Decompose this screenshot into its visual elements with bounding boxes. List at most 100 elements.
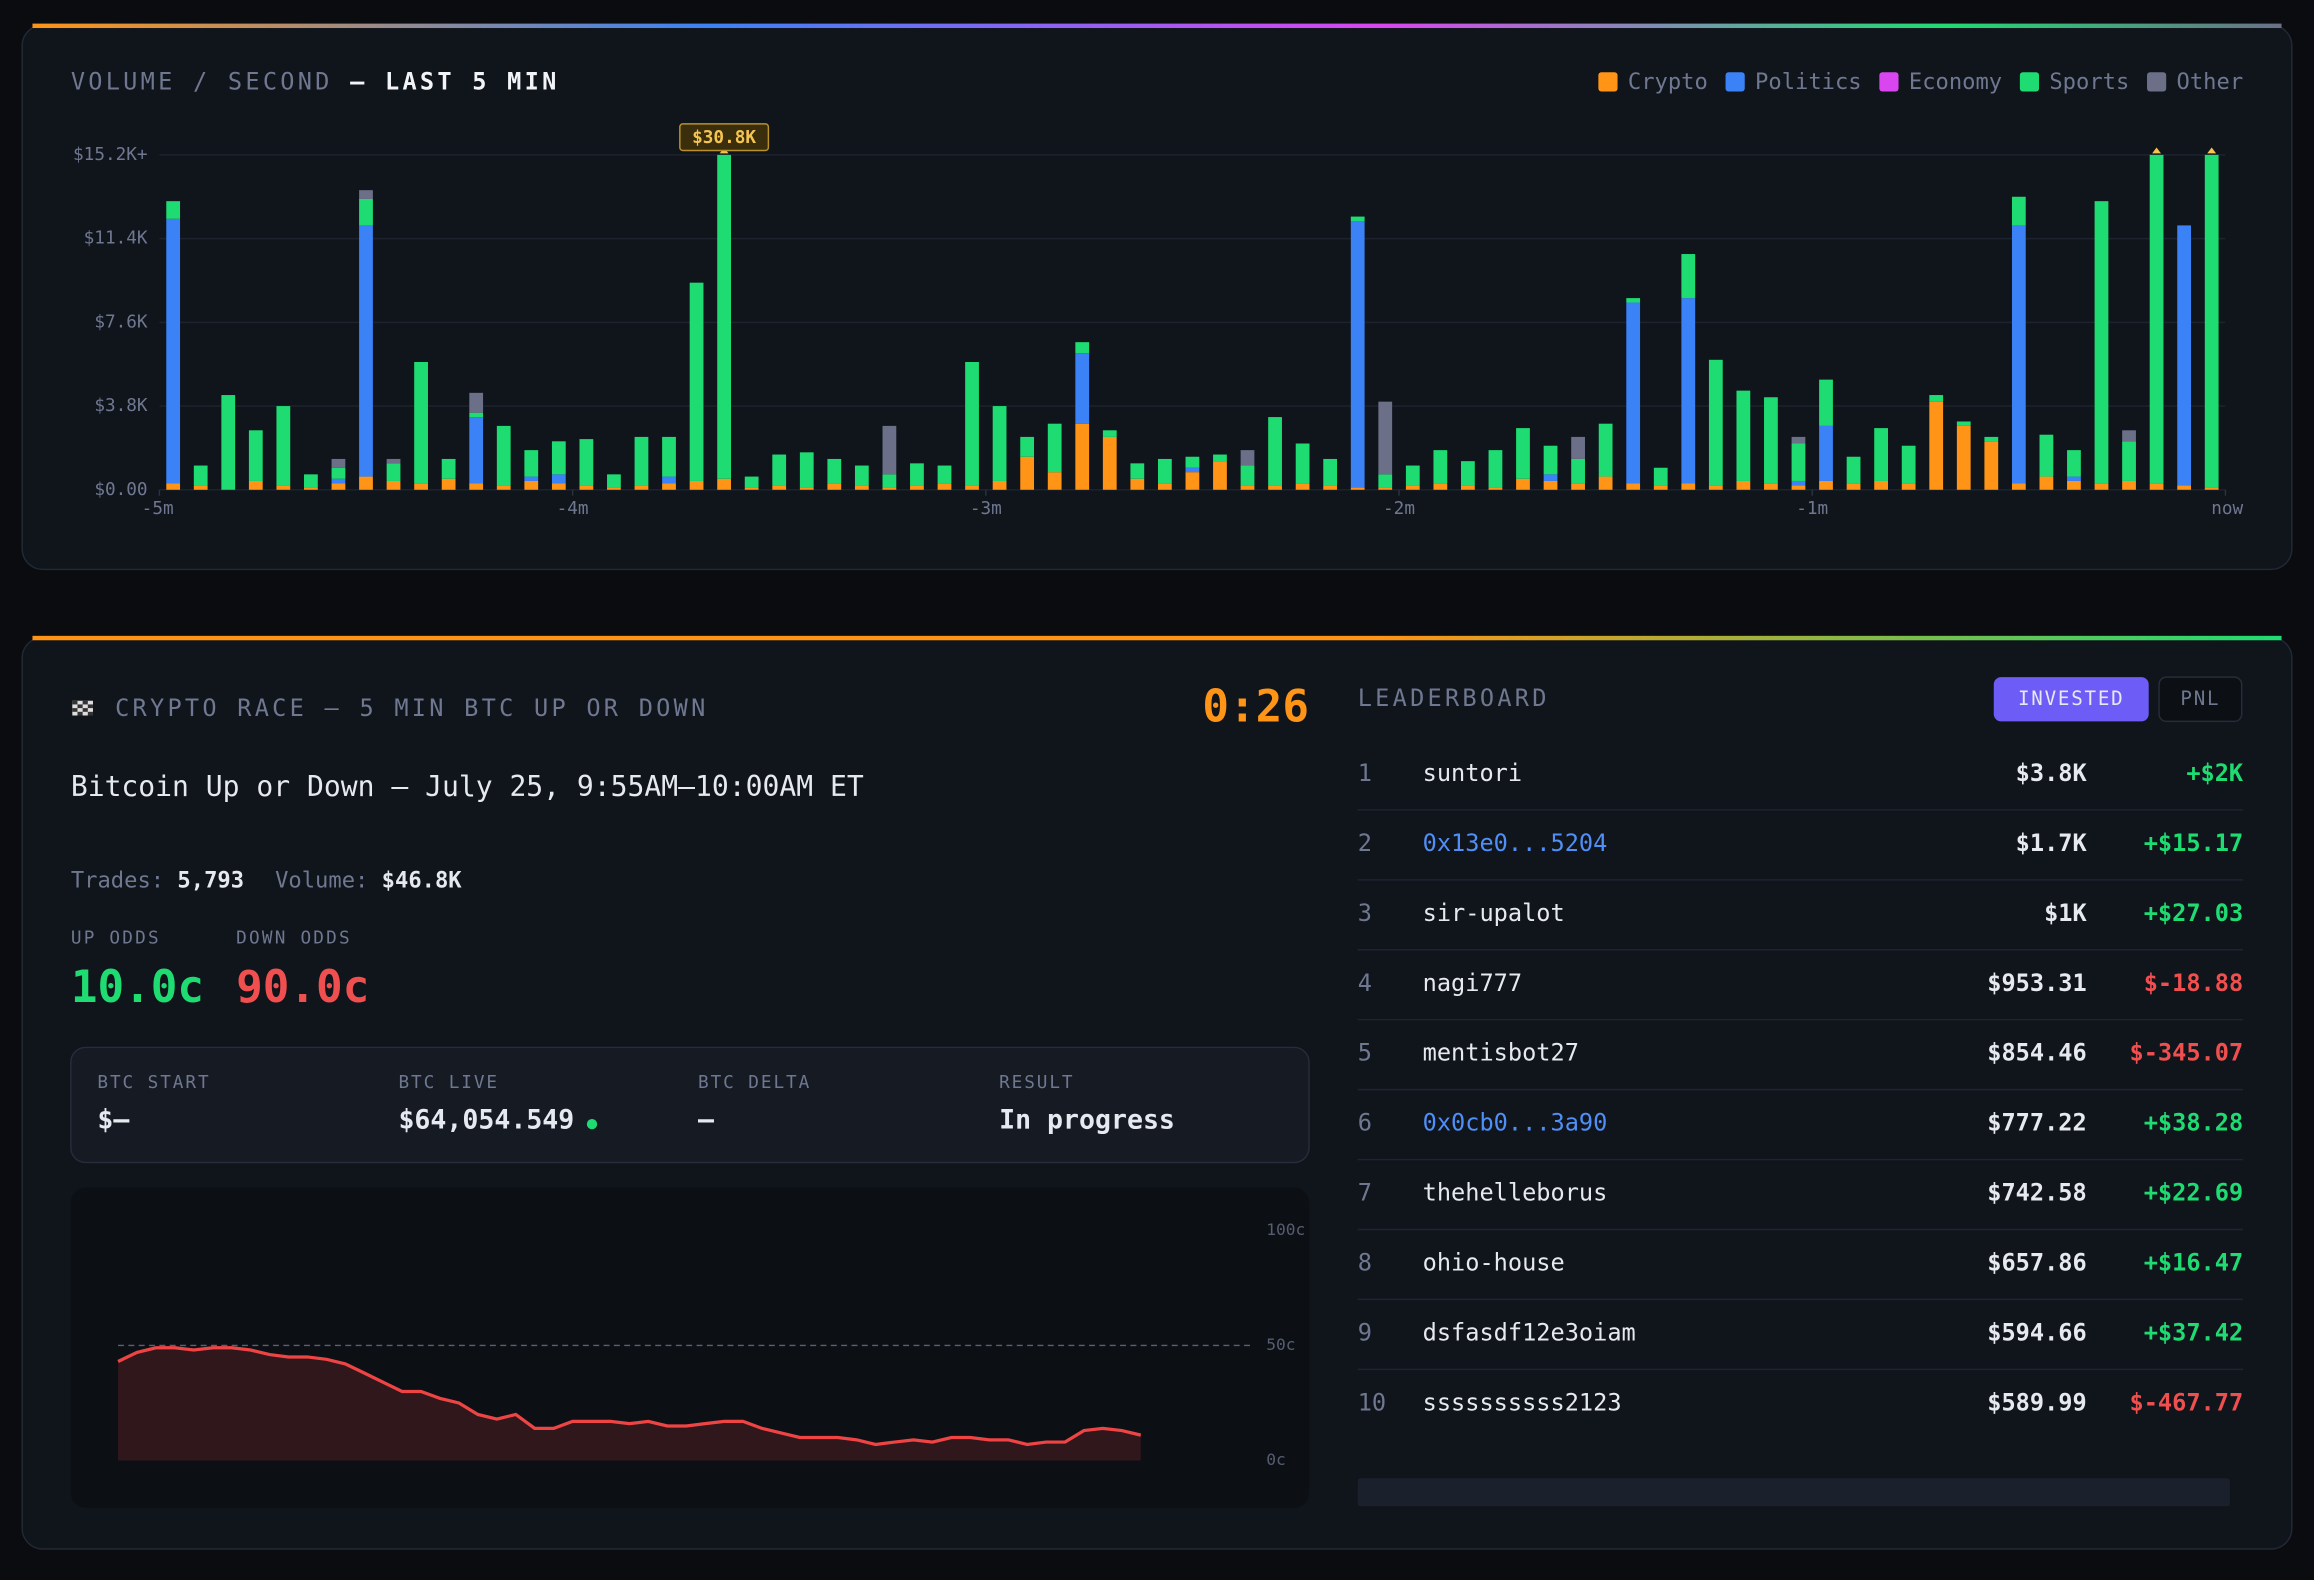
bar-segment (1350, 220, 1365, 488)
bar-segment (1984, 436, 1999, 442)
bar-segment (1571, 458, 1585, 484)
bar-segment (2011, 483, 2026, 490)
title-emphasis: — LAST 5 MIN (350, 67, 559, 95)
stat-label: BTC LIVE (398, 1073, 499, 1093)
pnl: +$16.47 (2144, 1249, 2243, 1277)
tab-label[interactable]: INVESTED (2018, 687, 2125, 710)
bar-segment (2204, 154, 2219, 488)
bar-segment (607, 487, 621, 490)
bar-segment (1075, 342, 1090, 354)
bar-segment (2149, 483, 2164, 490)
bar-segment (1350, 487, 1365, 490)
bar-segment (882, 474, 897, 488)
bar-segment (2011, 196, 2026, 226)
bar-segment (414, 362, 428, 484)
rank: 4 (1358, 969, 1372, 997)
bar-segment (221, 395, 236, 490)
pnl: $-467.77 (2130, 1388, 2244, 1416)
bar-segment (1240, 450, 1255, 466)
bar-segment (193, 465, 208, 486)
bar-segment (248, 430, 263, 481)
bar-segment (937, 465, 952, 484)
bar-segment (551, 483, 566, 490)
bar-segment (1819, 480, 1833, 490)
bar-segment (2067, 480, 2081, 490)
y-tick-label: $7.6K (94, 312, 148, 332)
bar-segment (524, 450, 539, 477)
bar-segment (1295, 443, 1310, 484)
legend-label: Politics (1755, 69, 1862, 95)
trader-name: thehelleborus (1423, 1179, 1608, 1207)
bar-segment (1240, 465, 1255, 486)
bar-segment (2067, 476, 2081, 481)
tab-invested[interactable] (1993, 677, 2149, 722)
odds-line (117, 1346, 1142, 1447)
volume-title: VOLUME / SECOND — LAST 5 MIN (71, 67, 560, 95)
invested: $594.66 (1987, 1318, 2086, 1346)
bar-segment (1543, 445, 1558, 475)
tab-pnl[interactable] (2158, 676, 2243, 723)
stat-label: BTC START (97, 1073, 210, 1093)
bar-segment (579, 439, 594, 486)
rank: 7 (1358, 1179, 1372, 1207)
rank: 6 (1358, 1109, 1372, 1137)
bar-segment (1516, 478, 1530, 490)
legend-swatch (2147, 72, 2167, 92)
bar-segment (1956, 421, 1971, 426)
bar-segment (1405, 485, 1420, 490)
bar-segment (469, 483, 484, 490)
bar-segment (248, 480, 263, 490)
market-title: Bitcoin Up or Down — July 25, 9:55AM–10:… (71, 770, 864, 803)
bar-segment (1185, 472, 1200, 490)
bar-segment (359, 198, 373, 226)
stat-value: In progress (999, 1105, 1175, 1136)
bar-segment (1047, 423, 1062, 473)
trader-name[interactable]: 0x13e0...5204 (1423, 829, 1608, 857)
bar-segment (1213, 454, 1227, 462)
legend-label: Economy (1909, 69, 2002, 95)
bar-segment (166, 218, 181, 484)
bar-segment (634, 436, 649, 486)
bar-segment (1653, 485, 1668, 490)
bar-segment (2122, 441, 2136, 481)
legend-swatch (1879, 72, 1899, 92)
bar-segment (827, 458, 842, 484)
bar-segment (1736, 390, 1751, 481)
bar-segment (1130, 478, 1145, 490)
legend-swatch (2019, 72, 2040, 92)
scrollbar[interactable] (1357, 1478, 2230, 1507)
bar-segment (551, 474, 566, 484)
bar-segment (1378, 474, 1393, 488)
bar-segment (1075, 423, 1090, 490)
bar-segment (1020, 456, 1035, 490)
bar-segment (965, 362, 979, 486)
invested: $1.7K (2016, 829, 2088, 857)
invested: $589.99 (1987, 1388, 2086, 1416)
bar-segment (1157, 483, 1172, 490)
bar-segment (386, 458, 401, 464)
bar-segment (331, 458, 346, 468)
trade-stats: Trades: 5,793 Volume: $46.8K (71, 867, 462, 893)
pnl: +$38.28 (2144, 1109, 2243, 1137)
bar-segment (1874, 428, 1888, 481)
bar-segment (1268, 485, 1282, 490)
odds-label: UP ODDS (71, 928, 161, 948)
tab-label[interactable]: PNL (2180, 687, 2220, 710)
trader-name[interactable]: 0x0cb0...3a90 (1423, 1109, 1608, 1137)
bar-segment (1350, 216, 1365, 221)
y-tick-label: 100c (1266, 1220, 1305, 1239)
bar-segment (1901, 445, 1916, 484)
bar-segment (2039, 476, 2054, 490)
bar-segment (1543, 480, 1558, 490)
bar-segment (1543, 474, 1558, 481)
pnl: +$15.17 (2144, 829, 2243, 857)
bar-segment (799, 452, 814, 488)
trader-name: nagi777 (1423, 969, 1522, 997)
title-text: VOLUME / SECOND (71, 67, 333, 95)
bar-segment (469, 412, 484, 418)
bar-segment (1736, 480, 1751, 490)
bar-segment (1571, 483, 1585, 490)
live-dot (586, 1118, 598, 1130)
odds-chart-box (70, 1187, 1310, 1508)
bar-segment (827, 483, 842, 490)
